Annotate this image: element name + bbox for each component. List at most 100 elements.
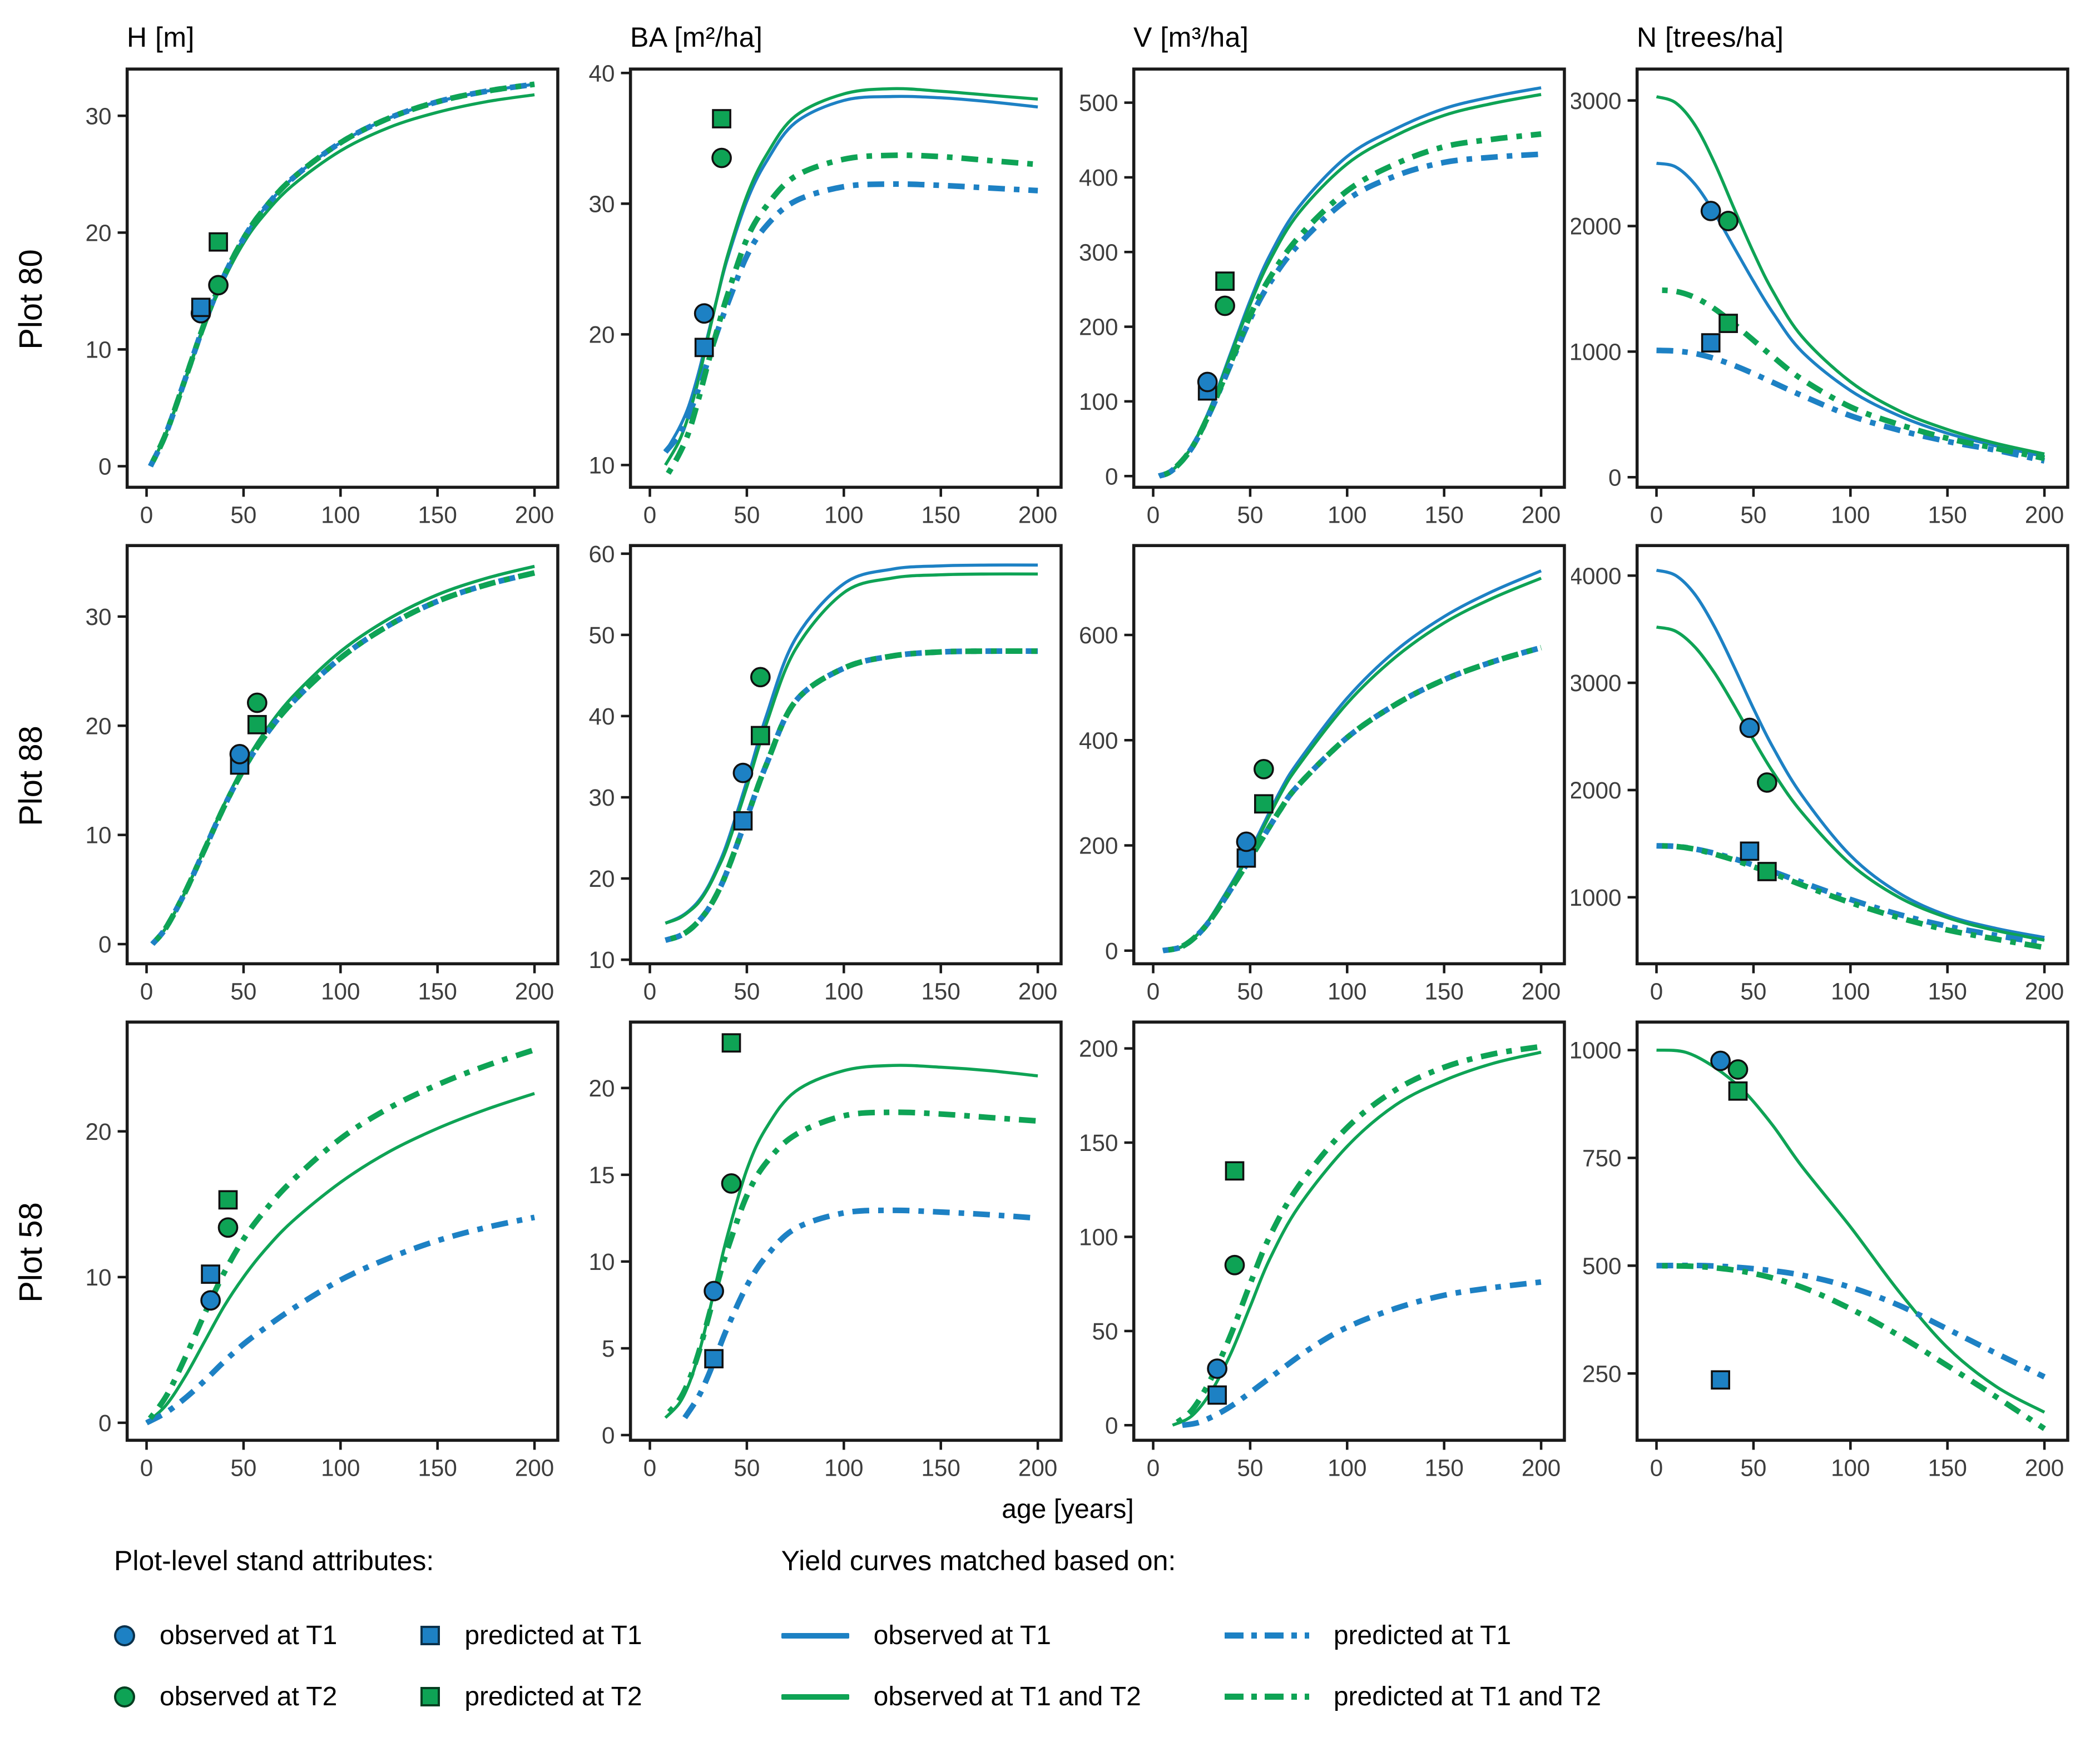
column-title-v: V [m³/ha] xyxy=(1133,22,1249,53)
data-point-circle-blue xyxy=(1710,1050,1731,1071)
panel-svg: 0 50 100 150 200 0 50 100 150 200 xyxy=(1079,1020,1566,1481)
yield-curve-solid-green xyxy=(145,1092,535,1425)
observed-t1-circle-icon xyxy=(114,1625,135,1646)
plot-border xyxy=(1635,67,2069,489)
panel-svg: 0 50 100 150 200 0 5 10 15 20 xyxy=(589,1020,1063,1481)
panel-svg: 0 50 100 150 200 10 20 30 40 xyxy=(589,60,1063,528)
x-tick-label: 0 xyxy=(643,1455,656,1481)
observed-t1-line-icon xyxy=(781,1632,849,1639)
data-point-square-green xyxy=(721,1033,741,1053)
plot-background xyxy=(127,545,558,964)
panel-plot80-ba: 0 50 100 150 200 10 20 30 40 xyxy=(564,60,1068,538)
y-tick-label: 20 xyxy=(86,713,112,739)
data-point-square-blue xyxy=(1207,1385,1227,1405)
panel-plot80-n: 0 50 100 150 200 0 1000 2000 3000 xyxy=(1569,61,2074,538)
y-tick-label: 50 xyxy=(1092,1318,1118,1344)
x-tick-label: 100 xyxy=(1328,502,1366,528)
data-point-circle-blue xyxy=(229,743,250,765)
data-point-circle-green xyxy=(246,692,268,713)
observed-t1-t2-line-icon xyxy=(781,1694,849,1700)
x-tick-label: 150 xyxy=(418,502,457,528)
x-tick-label: 150 xyxy=(1928,1455,1967,1481)
x-tick-label: 50 xyxy=(1237,979,1263,1005)
predicted-t1-dashdot-line-icon xyxy=(1224,1632,1309,1639)
y-tick-label: 10 xyxy=(589,947,615,973)
x-tick-label: 50 xyxy=(1237,502,1263,528)
x-tick-label: 150 xyxy=(1928,979,1967,1005)
panel-plot88-h: 0 50 100 150 200 0 10 20 30 xyxy=(61,538,564,1014)
data-point-circle-green xyxy=(1756,772,1777,793)
data-point-circle-green xyxy=(208,275,229,296)
y-tick-label: 200 xyxy=(1079,1036,1118,1062)
legend-markers-block: Plot-level stand attributes: observed at… xyxy=(114,1545,642,1712)
legend-lines-title: Yield curves matched based on: xyxy=(781,1545,1176,1576)
panel-plot58-ba: 0 50 100 150 200 0 5 10 15 20 xyxy=(564,1014,1068,1491)
predicted-t2-square-icon xyxy=(420,1687,440,1706)
x-tick-label: 150 xyxy=(921,502,960,528)
column-title-n: N [trees/ha] xyxy=(1637,22,1784,53)
x-tick-label: 50 xyxy=(230,979,256,1005)
plot-border xyxy=(628,544,1063,966)
legend-item-predicted-t1-t2-line: predicted at T1 and T2 xyxy=(1224,1681,1602,1712)
panel-svg: 0 50 100 150 200 0 200 400 600 xyxy=(1079,544,1566,1005)
panel-svg: 0 50 100 150 200 0 10 20 30 xyxy=(86,67,559,528)
x-tick-label: 50 xyxy=(1740,502,1766,528)
y-tick-label: 30 xyxy=(589,191,615,217)
data-point-circle-blue xyxy=(1739,717,1760,738)
x-tick-label: 0 xyxy=(140,979,153,1005)
panel-svg: 0 50 100 150 200 1000 2000 3000 4000 xyxy=(1569,544,2069,1005)
x-tick-label: 50 xyxy=(1237,1455,1263,1481)
legend-item-observed-t1-t2-line: observed at T1 and T2 xyxy=(781,1681,1141,1712)
y-tick-label: 15 xyxy=(589,1162,615,1188)
y-tick-label: 100 xyxy=(1079,389,1118,415)
y-tick-label: 600 xyxy=(1079,622,1118,648)
yield-curve-dashdot-green xyxy=(147,81,535,468)
predicted-t1-square-icon xyxy=(420,1626,440,1645)
y-tick-label: 1000 xyxy=(1571,339,1622,365)
plot-border xyxy=(1132,1020,1566,1442)
panel-plot58-v: 0 50 100 150 200 0 50 100 150 200 xyxy=(1068,1014,1571,1491)
yield-curve-dashdot-green xyxy=(663,152,1038,480)
y-tick-label: 400 xyxy=(1079,727,1118,753)
x-tick-label: 0 xyxy=(1650,979,1663,1005)
x-tick-label: 100 xyxy=(1831,979,1870,1005)
data-point-circle-blue xyxy=(200,1290,221,1311)
y-tick-label: 0 xyxy=(98,1410,111,1436)
data-point-circle-green xyxy=(1718,211,1739,231)
yield-curve-dashdot-green xyxy=(664,648,1038,943)
plot-border xyxy=(125,1020,559,1442)
legend-markers-title: Plot-level stand attributes: xyxy=(114,1545,434,1576)
x-tick-label: 200 xyxy=(515,979,554,1005)
data-point-square-green xyxy=(1215,271,1235,291)
x-tick-label: 150 xyxy=(921,979,960,1005)
y-tick-label: 0 xyxy=(1105,463,1118,489)
plot-background xyxy=(127,1022,558,1441)
legend-label: predicted at T1 and T2 xyxy=(1333,1682,1602,1711)
data-point-square-green xyxy=(1728,1081,1748,1101)
y-tick-label: 0 xyxy=(98,454,111,480)
data-point-square-blue xyxy=(1711,1370,1730,1390)
y-tick-label: 500 xyxy=(1079,90,1118,116)
plot-border xyxy=(628,1020,1063,1442)
panel-plot80-v: 0 50 100 150 200 0 100 200 300 400 500 xyxy=(1068,61,1571,538)
data-point-circle-green xyxy=(1253,758,1274,780)
x-tick-label: 100 xyxy=(321,1455,360,1481)
row-label-plot-88: Plot 88 xyxy=(12,726,49,826)
x-tick-label: 50 xyxy=(734,502,760,528)
corner-spacer xyxy=(0,3,61,61)
x-tick-label: 0 xyxy=(643,502,656,528)
x-tick-label: 150 xyxy=(1424,1455,1463,1481)
panel-plot88-n: 0 50 100 150 200 1000 2000 3000 4000 xyxy=(1569,538,2074,1014)
y-tick-label: 2000 xyxy=(1571,214,1622,240)
data-point-square-green xyxy=(1225,1161,1245,1181)
yield-curve-solid-blue xyxy=(1656,568,2045,939)
plot-background xyxy=(630,69,1061,488)
data-point-circle-blue xyxy=(694,303,715,324)
x-tick-label: 50 xyxy=(1740,1455,1766,1481)
panel-svg: 0 50 100 150 200 0 100 200 300 400 500 xyxy=(1079,67,1566,528)
data-point-circle-blue xyxy=(1207,1358,1227,1379)
y-tick-label: 10 xyxy=(589,452,615,478)
legend-item-predicted-t2-marker: predicted at T2 xyxy=(420,1681,642,1712)
yield-curve-dashdot-green xyxy=(1162,644,1542,954)
